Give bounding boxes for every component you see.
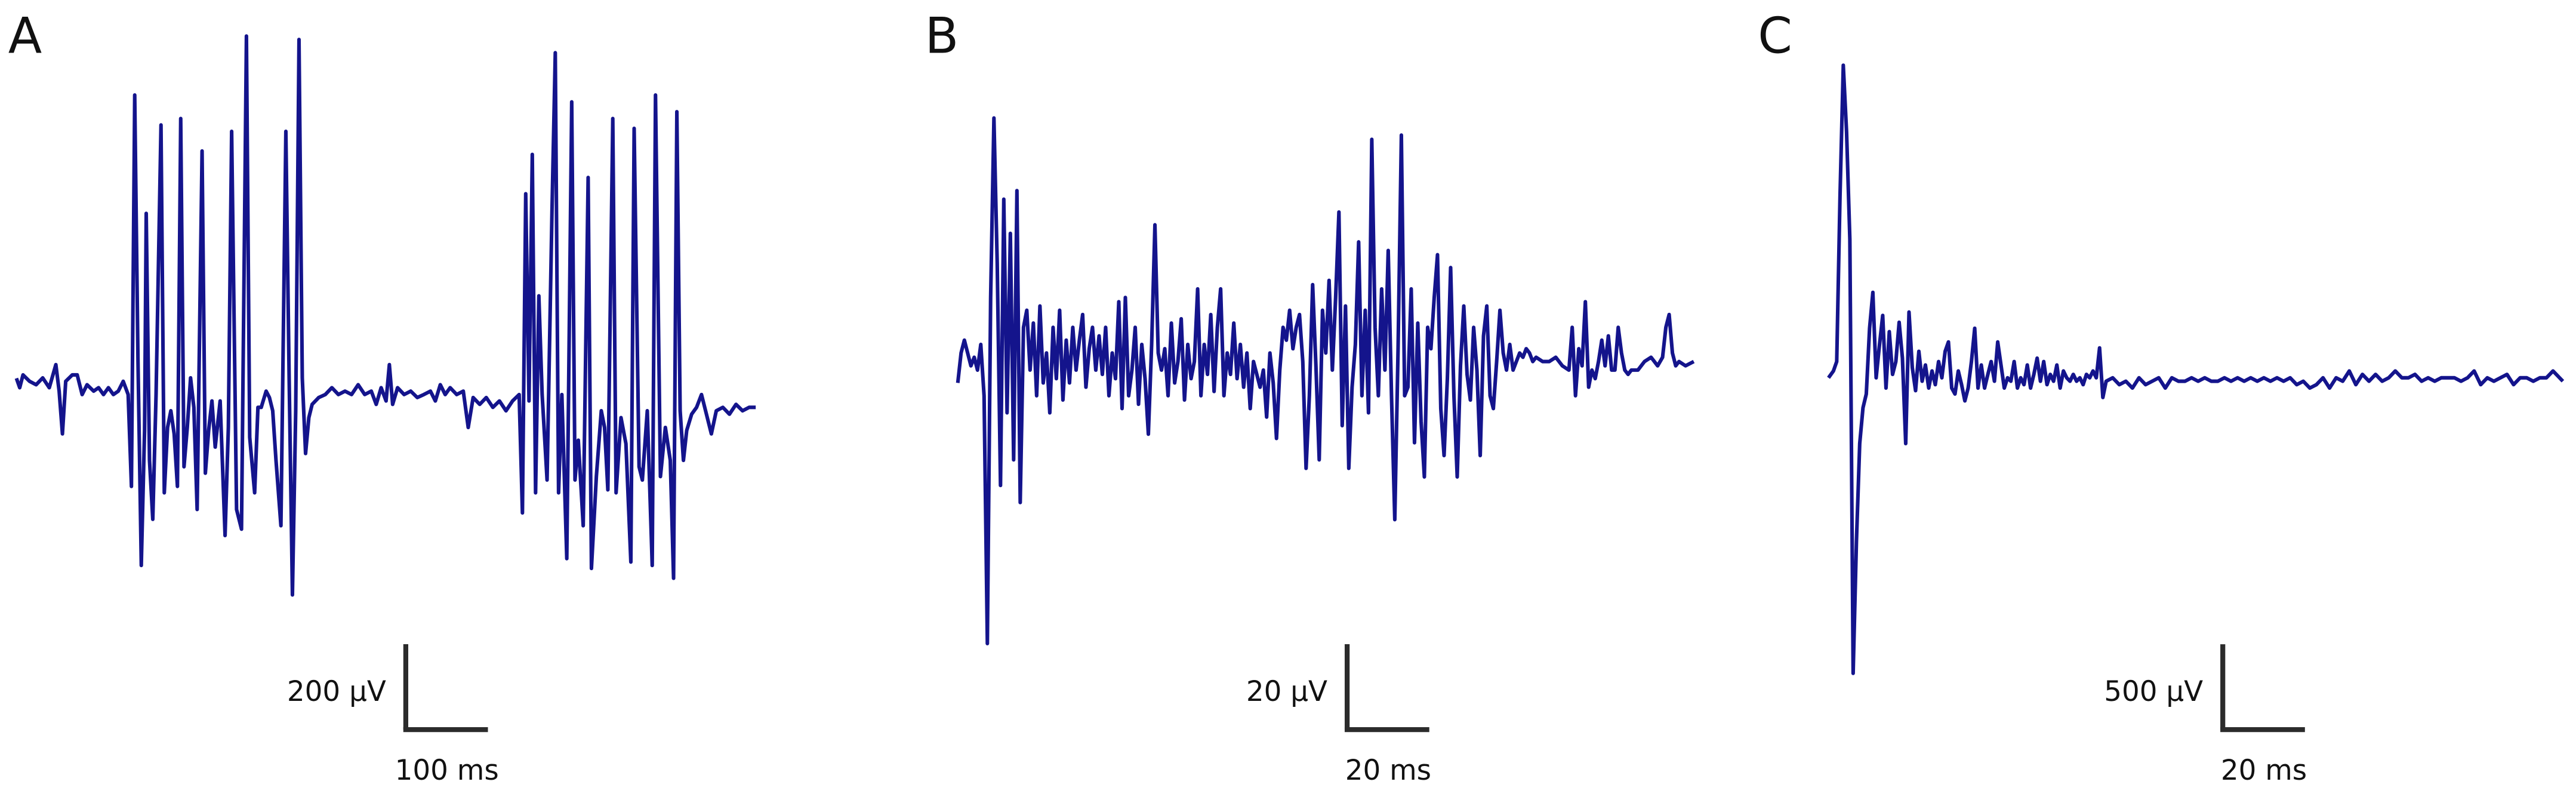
panel-label: A	[8, 8, 42, 65]
scale-bar-y-label: 200 µV	[287, 676, 386, 708]
scale-bar-x-label: 100 ms	[395, 755, 499, 787]
scale-bar-x-label: 20 ms	[2221, 755, 2307, 787]
trace	[956, 116, 1695, 645]
scale-bar-y-label: 20 µV	[1246, 676, 1327, 708]
trace	[14, 34, 756, 597]
scale-bar-x-label: 20 ms	[1345, 755, 1431, 787]
scale-bar-y-label: 500 µV	[2104, 676, 2203, 708]
trace	[1827, 63, 2565, 675]
panel-label: B	[925, 8, 959, 65]
panel-label: C	[1758, 8, 1792, 65]
